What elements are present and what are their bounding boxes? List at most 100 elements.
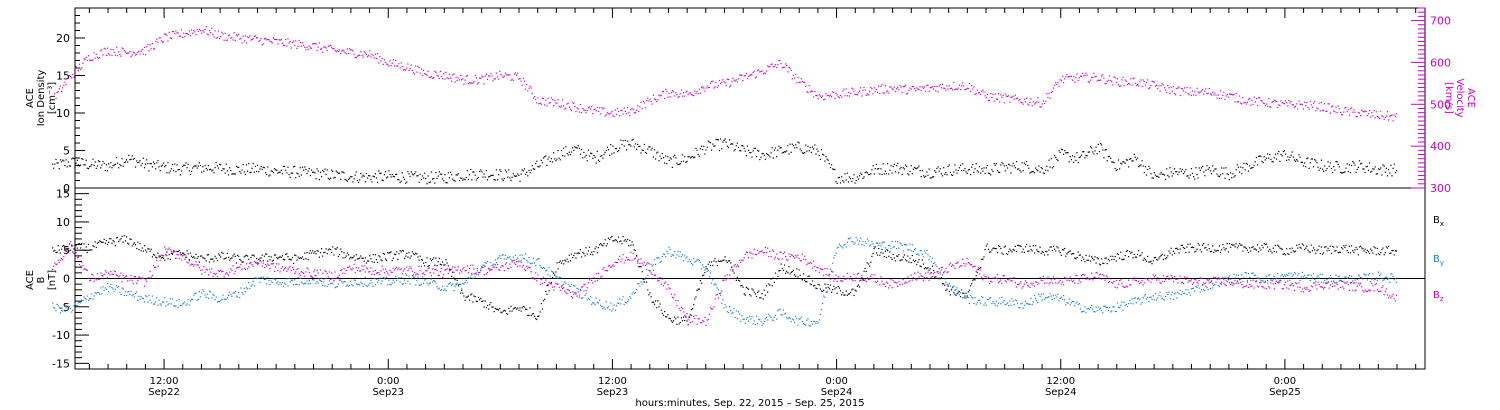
velocity-point (419, 72, 421, 74)
velocity-point (1031, 105, 1033, 107)
bz-point (92, 274, 94, 276)
velocity-point (956, 89, 958, 91)
bx-point (505, 313, 508, 315)
velocity-point (1247, 98, 1250, 100)
velocity-point (925, 90, 927, 92)
density-point (314, 172, 316, 174)
bx-point (888, 255, 890, 257)
density-point (250, 171, 252, 173)
velocity-point (303, 44, 305, 46)
bx-point (1324, 246, 1326, 248)
bx-point (588, 246, 591, 248)
by-point (361, 283, 363, 285)
velocity-point (1293, 106, 1296, 108)
density-point (1102, 149, 1104, 151)
density-point (1346, 163, 1348, 165)
velocity-point (1079, 75, 1081, 77)
by-point (278, 283, 280, 285)
bx-point (566, 258, 568, 260)
by-point (259, 281, 261, 283)
by-point (1041, 299, 1043, 301)
by-point (576, 287, 578, 289)
bx-point (685, 316, 687, 318)
density-point (272, 172, 274, 174)
bx-point (1007, 253, 1009, 255)
by-point (1263, 281, 1265, 284)
bx-point (1272, 247, 1274, 249)
by-point (832, 262, 834, 264)
by-point (935, 264, 937, 266)
bx-point (741, 284, 743, 287)
density-point (1091, 147, 1093, 149)
bx-point (473, 295, 475, 297)
by-point (309, 283, 311, 285)
density-point (1178, 171, 1180, 173)
by-point (581, 297, 583, 299)
density-point (1157, 175, 1159, 177)
by-point (1270, 279, 1272, 281)
bx-point (1010, 249, 1012, 252)
density-point (730, 143, 732, 145)
density-point (332, 170, 334, 173)
bx-point (782, 269, 784, 271)
by-point (896, 248, 898, 250)
density-point (1170, 171, 1172, 173)
bx-point (345, 255, 347, 257)
density-point (794, 147, 796, 149)
velocity-point (315, 43, 317, 45)
velocity-point (202, 30, 204, 32)
bx-point (1134, 256, 1136, 258)
by-point (347, 285, 350, 287)
by-point (340, 279, 342, 281)
velocity-point (730, 85, 732, 87)
density-point (1352, 161, 1354, 163)
by-point (1003, 300, 1005, 302)
velocity-point (1357, 111, 1359, 114)
bz-point (61, 258, 63, 260)
bx-point (207, 254, 209, 256)
density-tick-label: 15 (56, 70, 70, 83)
density-point (530, 169, 532, 171)
by-point (458, 283, 461, 285)
bx-point (210, 258, 212, 260)
by-point (1227, 276, 1229, 278)
bx-point (1393, 254, 1395, 256)
density-point (346, 180, 348, 182)
by-point (477, 274, 480, 276)
velocity-point (1302, 108, 1305, 110)
bx-point (837, 285, 839, 288)
density-point (664, 162, 666, 164)
by-point (1230, 278, 1232, 280)
bx-point (471, 293, 473, 295)
velocity-point (995, 98, 997, 100)
by-point (611, 310, 613, 312)
by-point (1061, 298, 1064, 300)
bx-point (370, 258, 372, 260)
bx-point (678, 323, 680, 325)
velocity-point (262, 43, 264, 45)
velocity-point (1384, 116, 1386, 118)
density-point (1318, 169, 1320, 171)
bx-point (517, 307, 519, 309)
bx-point (109, 238, 111, 240)
density-point (1100, 143, 1102, 145)
density-point (815, 153, 817, 155)
bx-point (252, 254, 254, 256)
bx-point (72, 251, 74, 253)
velocity-point (1203, 93, 1205, 95)
density-point (1277, 153, 1279, 155)
density-point (438, 171, 440, 173)
velocity-point (910, 88, 912, 90)
by-point (168, 303, 170, 305)
bx-point (259, 260, 261, 262)
bx-point (545, 290, 547, 293)
by-point (806, 319, 808, 321)
bx-point (1391, 249, 1393, 252)
density-point (174, 163, 176, 165)
bx-point (1349, 252, 1352, 254)
by-point (1205, 282, 1207, 284)
bx-point (1252, 246, 1254, 248)
bx-point (233, 253, 235, 255)
by-point (826, 283, 828, 286)
velocity-point (1205, 88, 1207, 90)
